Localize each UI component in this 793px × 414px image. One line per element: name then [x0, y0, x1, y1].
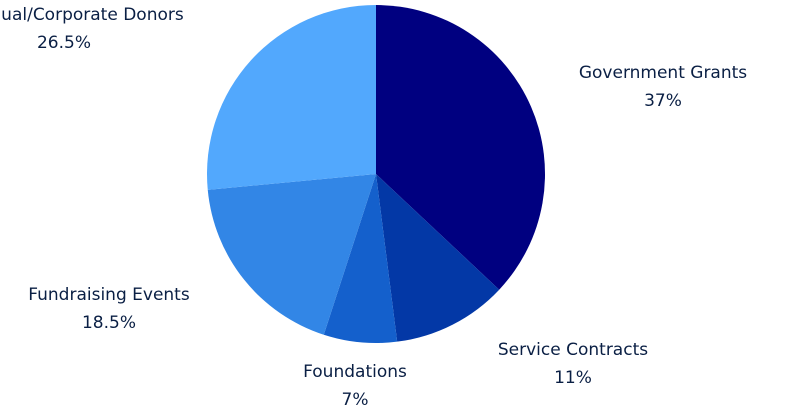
slice-label-foundations: Foundations — [303, 362, 407, 382]
slice-fundraising-events — [207, 174, 376, 335]
slice-label-individual-corporate-donors: Individual/Corporate Donors — [0, 5, 184, 25]
slice-value-government-grants: 37% — [644, 91, 682, 111]
slice-value-foundations: 7% — [342, 390, 369, 410]
slice-label-government-grants: Government Grants — [579, 63, 747, 83]
slice-foundations — [323, 174, 398, 344]
slice-value-fundraising-events: 18.5% — [82, 313, 136, 333]
slice-service-contracts — [376, 174, 500, 342]
slice-individual-corporate-donors — [207, 5, 376, 190]
slice-label-service-contracts: Service Contracts — [498, 340, 648, 360]
slice-label-fundraising-events: Fundraising Events — [28, 285, 190, 305]
pie-labels: Government Grants 37% Service Contracts 11%… — [0, 5, 747, 410]
slice-value-service-contracts: 11% — [554, 368, 592, 388]
pie-slices — [207, 5, 546, 344]
slice-value-individual-corporate-donors: 26.5% — [37, 33, 91, 53]
slice-government-grants — [376, 5, 546, 290]
